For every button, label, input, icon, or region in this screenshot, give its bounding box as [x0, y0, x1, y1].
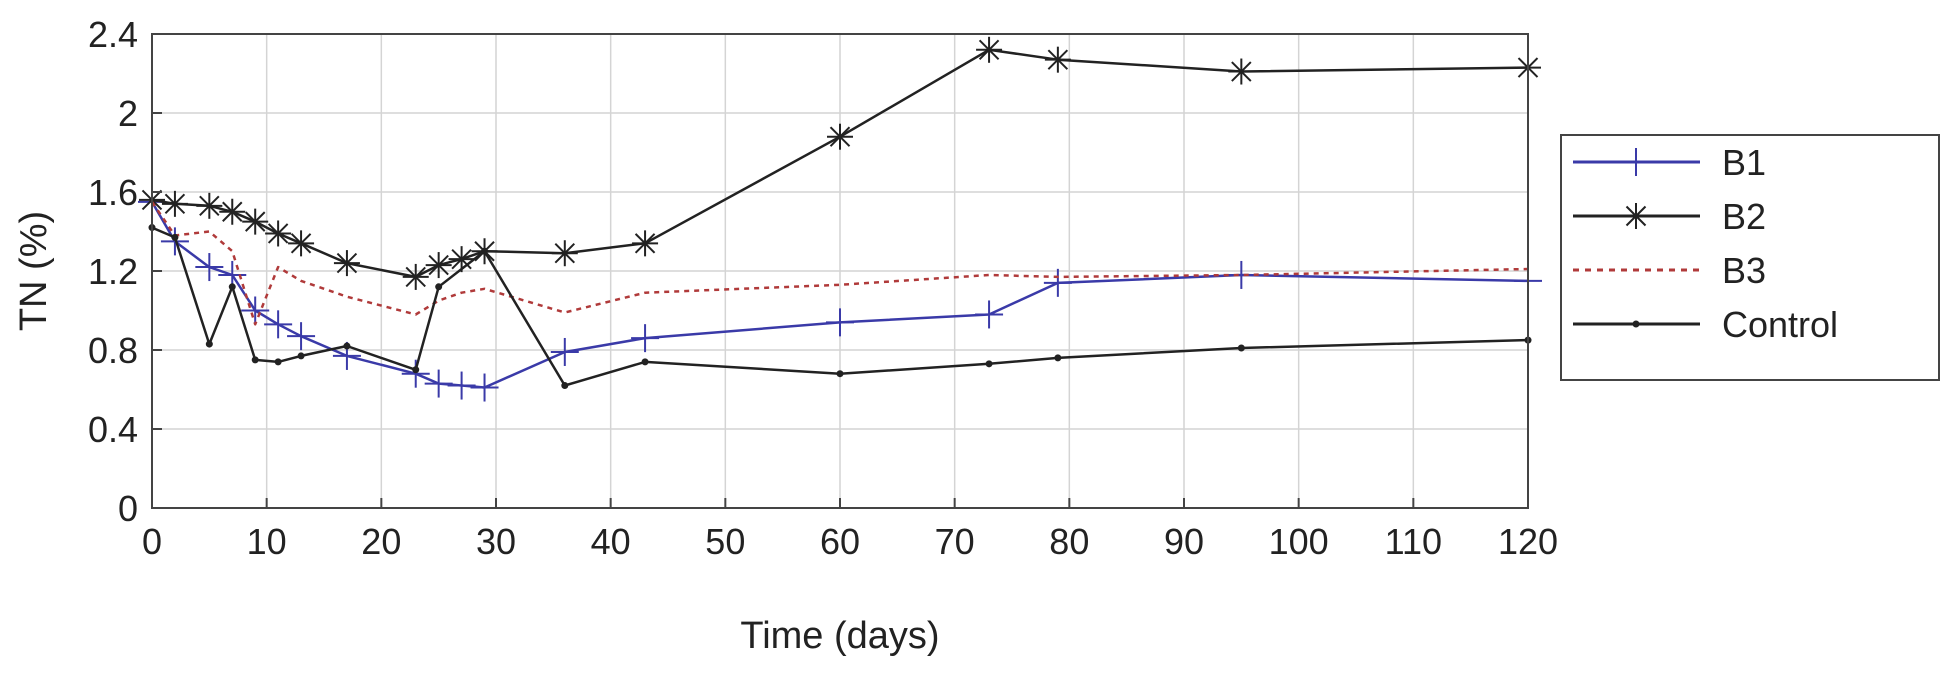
point-b2	[267, 223, 289, 244]
y-tick-label: 2.4	[88, 14, 138, 55]
plot-area	[138, 33, 1542, 509]
point-b2	[199, 195, 220, 217]
y-tick-label: 0.8	[88, 330, 138, 371]
point-control	[274, 358, 282, 366]
y-tick-label: 1.6	[88, 172, 138, 213]
point-control	[1237, 344, 1245, 352]
point-b2	[451, 248, 472, 270]
series-line-control	[151, 226, 1529, 387]
point-control	[205, 340, 213, 348]
point-b2	[290, 233, 312, 254]
legend-label-control: Control	[1722, 304, 1838, 345]
series-b1	[138, 187, 1542, 402]
point-b2	[1231, 61, 1252, 82]
point-control	[171, 233, 179, 241]
x-tick-label: 120	[1498, 521, 1558, 562]
point-b2	[634, 233, 656, 254]
y-tick-label: 0	[118, 488, 138, 529]
legend-label-b3: B3	[1722, 250, 1766, 291]
x-tick-label: 0	[142, 521, 162, 562]
point-b2	[164, 193, 186, 215]
x-tick-label: 70	[935, 521, 975, 562]
point-b2	[336, 252, 358, 274]
point-control	[412, 366, 420, 374]
point-b2	[428, 254, 449, 276]
legend-marker-control	[1632, 320, 1640, 328]
series-control	[148, 224, 1532, 390]
point-control	[641, 358, 649, 366]
y-tick-label: 2	[118, 93, 138, 134]
point-b2	[829, 126, 851, 147]
point-b2	[554, 243, 576, 264]
point-control	[297, 352, 305, 360]
x-tick-label: 50	[705, 521, 745, 562]
point-b2	[222, 201, 243, 222]
legend-label-b2: B2	[1722, 196, 1766, 237]
legend-label-b1: B1	[1722, 142, 1766, 183]
point-b2	[978, 39, 1000, 61]
x-tick-label: 90	[1164, 521, 1204, 562]
x-tick-label: 100	[1269, 521, 1329, 562]
legend: B1 B2 B3 Control	[1560, 134, 1940, 381]
point-control	[481, 247, 489, 255]
point-control	[985, 360, 993, 368]
x-axis-ticks: 0 10 20 30 40 50 60 70 80 90 100 110 120	[142, 498, 1558, 562]
point-control	[228, 283, 236, 291]
y-axis-label: TN (%)	[13, 211, 55, 331]
point-control	[251, 356, 259, 364]
legend-box	[1560, 134, 1940, 381]
x-tick-label: 60	[820, 521, 860, 562]
x-tick-label: 80	[1049, 521, 1089, 562]
point-b2	[1047, 49, 1069, 70]
point-b2	[405, 266, 426, 288]
point-control	[435, 283, 443, 291]
x-tick-label: 20	[361, 521, 401, 562]
x-tick-label: 110	[1385, 521, 1442, 562]
x-tick-label: 30	[476, 521, 516, 562]
legend-marker-b2	[1625, 205, 1647, 227]
x-tick-label: 40	[591, 521, 631, 562]
point-control	[836, 370, 844, 378]
y-tick-label: 1.2	[88, 251, 138, 292]
y-axis-ticks: 0 0.4 0.8 1.2 1.6 2 2.4	[88, 14, 162, 529]
point-control	[1054, 354, 1062, 362]
point-control	[561, 382, 569, 390]
x-tick-label: 10	[247, 521, 287, 562]
x-axis-label: Time (days)	[740, 615, 939, 657]
point-b2	[244, 211, 266, 232]
y-tick-label: 0.4	[88, 409, 138, 450]
point-control	[343, 342, 351, 350]
